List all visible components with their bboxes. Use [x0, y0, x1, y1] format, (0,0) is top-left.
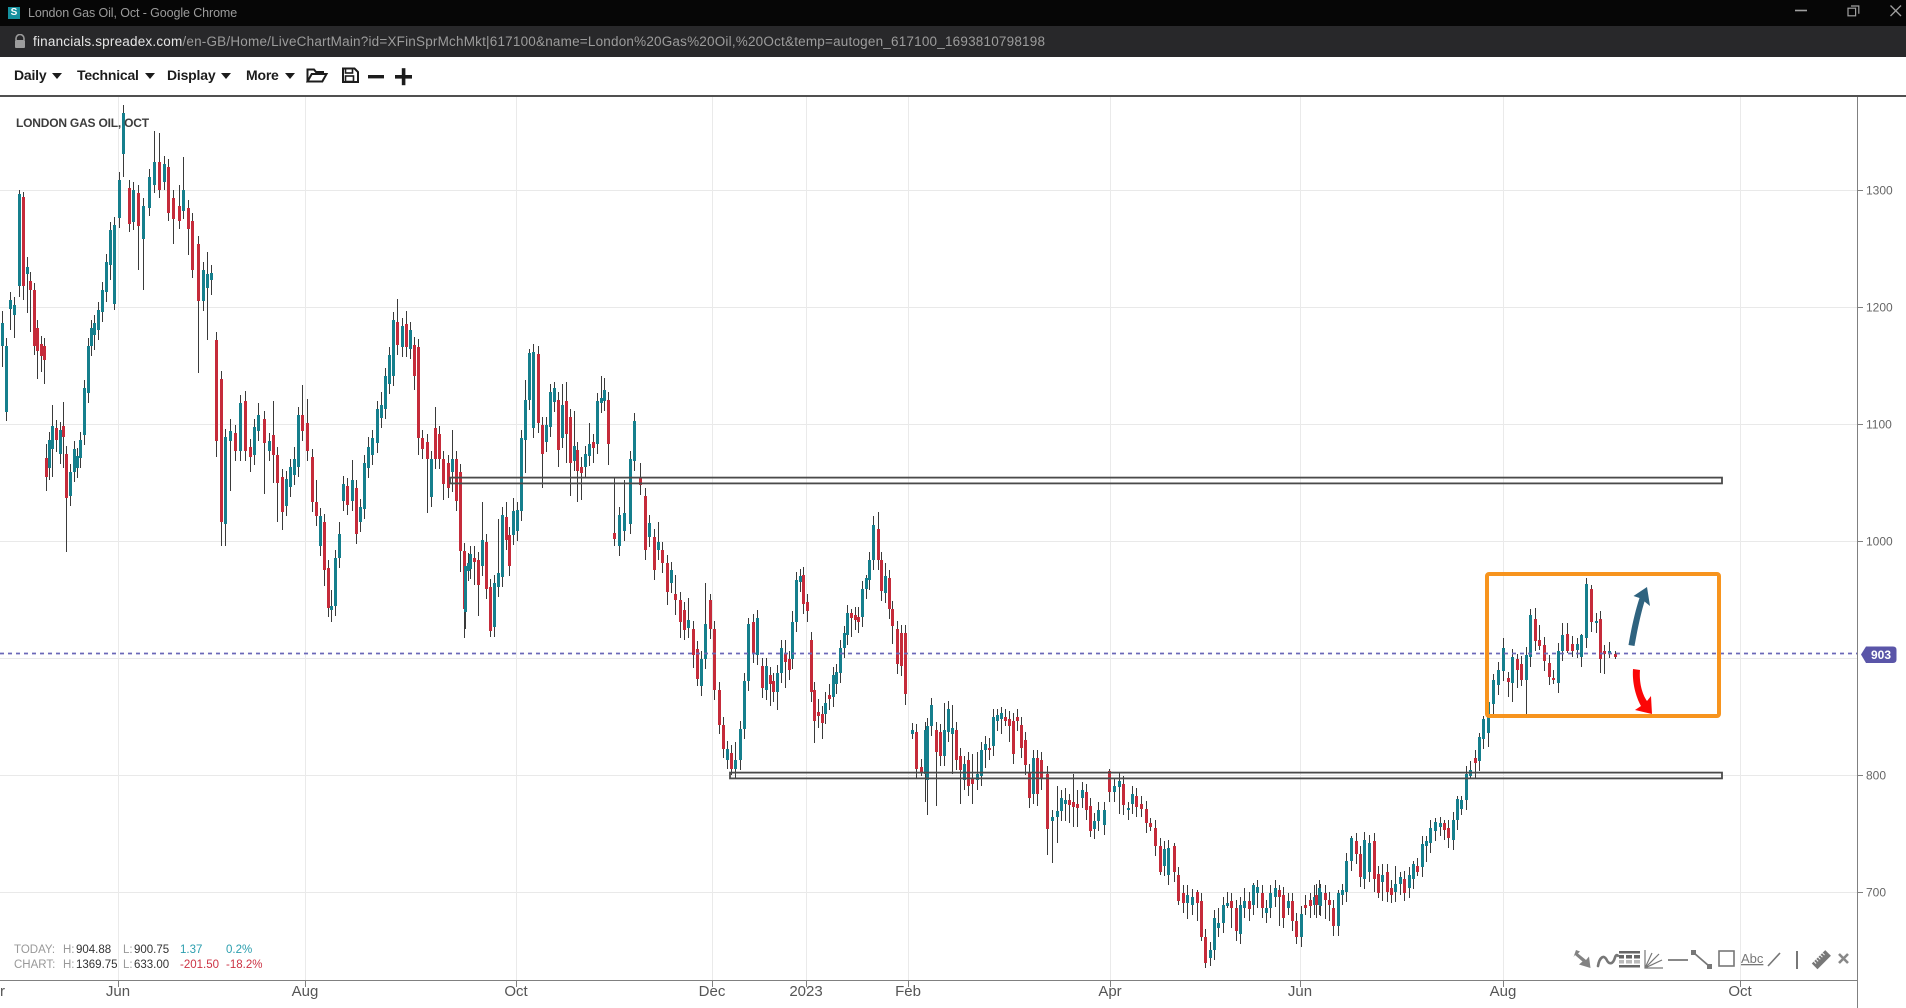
- svg-text:Dec: Dec: [699, 983, 726, 1000]
- svg-text:Feb: Feb: [895, 983, 921, 1000]
- svg-text:H:: H:: [63, 959, 75, 971]
- svg-text:L:: L:: [123, 944, 133, 956]
- svg-text:r: r: [0, 983, 5, 1000]
- svg-text:Abc: Abc: [1741, 951, 1764, 966]
- svg-text:900.75: 900.75: [134, 944, 169, 956]
- svg-text:Oct: Oct: [504, 983, 528, 1000]
- svg-text:1000: 1000: [1866, 535, 1893, 549]
- svg-text:Jun: Jun: [1288, 983, 1312, 1000]
- svg-text:633.00: 633.00: [134, 959, 169, 971]
- svg-text:-18.2%: -18.2%: [226, 959, 262, 971]
- svg-text:700: 700: [1866, 886, 1886, 900]
- svg-text:Aug: Aug: [292, 983, 319, 1000]
- svg-text:L:: L:: [123, 959, 133, 971]
- svg-text:Aug: Aug: [1490, 983, 1517, 1000]
- svg-text:2023: 2023: [789, 983, 822, 1000]
- svg-text:904.88: 904.88: [76, 944, 111, 956]
- svg-text:LONDON GAS OIL, OCT: LONDON GAS OIL, OCT: [16, 116, 150, 130]
- svg-text:-201.50: -201.50: [180, 959, 219, 971]
- svg-text:0.2%: 0.2%: [226, 944, 252, 956]
- svg-text:1369.75: 1369.75: [76, 959, 118, 971]
- svg-text:CHART:: CHART:: [14, 959, 55, 971]
- svg-text:1.37: 1.37: [180, 944, 202, 956]
- svg-text:1300: 1300: [1866, 184, 1893, 198]
- svg-text:Apr: Apr: [1098, 983, 1121, 1000]
- svg-text:903: 903: [1871, 648, 1891, 662]
- svg-text:800: 800: [1866, 769, 1886, 783]
- svg-text:1200: 1200: [1866, 301, 1893, 315]
- svg-text:TODAY:: TODAY:: [14, 944, 55, 956]
- svg-text:Oct: Oct: [1728, 983, 1752, 1000]
- svg-text:H:: H:: [63, 944, 75, 956]
- svg-text:Jun: Jun: [106, 983, 130, 1000]
- svg-text:1100: 1100: [1866, 418, 1892, 432]
